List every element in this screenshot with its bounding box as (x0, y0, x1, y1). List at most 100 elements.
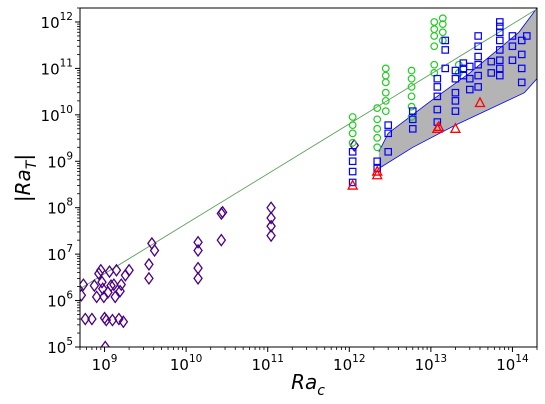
square-marker (487, 57, 496, 66)
tick-layer: 109 1010 1011 1012 1013 1014 105 106 107 108 109 10… (41, 7, 538, 374)
circle-marker (407, 113, 416, 121)
circle-marker (381, 71, 390, 80)
circle-marker (430, 60, 439, 69)
x-tick-label: 109 (92, 353, 118, 374)
square-marker (523, 32, 531, 40)
square-marker (433, 83, 442, 91)
diamond-marker (193, 243, 203, 258)
circle-marker (407, 92, 416, 101)
diamond-marker (91, 290, 102, 304)
circle-marker (438, 14, 447, 23)
square-marker (496, 46, 504, 54)
square-marker (441, 64, 450, 73)
diamond-marker (106, 279, 116, 293)
x-axis-label-subscript: c (317, 383, 325, 399)
square-marker (373, 157, 382, 166)
circle-marker (430, 18, 439, 26)
square-marker (474, 42, 482, 51)
circle-marker (407, 82, 416, 91)
circle-marker (381, 107, 390, 116)
gray-band-layer (378, 8, 537, 169)
diamond-marker (266, 229, 276, 243)
square-marker (408, 125, 417, 133)
square-marker (474, 60, 482, 69)
marker-layer (80, 14, 531, 347)
diamond-marker (96, 263, 106, 277)
x-tick-label: 1012 (333, 353, 365, 374)
diamond-marker (266, 219, 276, 233)
square-marker (465, 62, 474, 71)
square-marker (517, 78, 526, 87)
y-axis-label: |RaT| (11, 154, 40, 202)
square-marker (474, 32, 482, 40)
circle-marker (373, 124, 382, 133)
circle-marker (348, 113, 357, 121)
diamond-marker (193, 271, 203, 286)
square-marker (496, 64, 504, 73)
plot-frame (79, 7, 538, 348)
square-marker (441, 36, 450, 45)
square-marker (508, 32, 517, 40)
diamond-marker (87, 312, 97, 326)
diamond-marker (216, 233, 227, 247)
circle-marker (438, 20, 447, 29)
circle-marker (430, 32, 439, 40)
diamond-marker (110, 290, 120, 304)
diamond-marker (266, 211, 276, 225)
x-axis-label: Rac (291, 370, 325, 399)
square-marker (496, 56, 504, 65)
triangle-marker (371, 168, 383, 180)
diamond-marker (349, 138, 360, 152)
circle-marker (407, 102, 416, 111)
square-marker (487, 69, 496, 77)
square-marker (433, 92, 442, 101)
square-marker (474, 52, 482, 61)
diamond-marker (101, 313, 112, 327)
x-tick-label: 1014 (496, 353, 529, 374)
square-marker (348, 157, 357, 166)
circle-marker (348, 138, 357, 147)
square-marker (451, 97, 460, 105)
square-marker (451, 74, 460, 83)
square-marker (348, 147, 357, 156)
circle-marker (438, 36, 447, 45)
square-marker (517, 50, 526, 59)
diamond-marker (116, 278, 127, 292)
square-marker (384, 147, 393, 156)
diamond-marker (118, 315, 129, 329)
circle-marker (348, 129, 357, 138)
y-tick-label: 1012 (41, 11, 73, 32)
triangle-marker (371, 165, 383, 176)
diamond-marker (114, 312, 124, 326)
y-tick-label: 1011 (41, 57, 73, 78)
diamond-marker (80, 288, 87, 302)
circle-marker (348, 121, 357, 130)
circle-marker (381, 78, 390, 87)
circle-marker (438, 28, 447, 37)
y-tick-label: 107 (47, 243, 73, 264)
square-marker (348, 167, 357, 176)
diamond-marker (149, 243, 160, 258)
diamond-marker (89, 279, 100, 293)
triangle-marker (449, 122, 462, 133)
x-tick-label: 1011 (251, 353, 283, 374)
square-marker (496, 36, 504, 45)
square-marker (408, 107, 417, 115)
square-marker (465, 85, 474, 94)
circle-marker (373, 115, 382, 124)
square-marker (496, 18, 504, 26)
circle-marker (373, 104, 382, 112)
square-marker (465, 74, 474, 83)
fit-line-layer (80, 8, 537, 290)
square-marker (496, 28, 504, 37)
square-marker (384, 121, 393, 129)
circle-marker (381, 64, 390, 73)
diamond-marker (109, 278, 119, 292)
diamond-marker (100, 340, 111, 347)
y-tick-label: 106 (47, 290, 73, 311)
diamond-marker (111, 263, 122, 277)
y-tick-label: 109 (47, 150, 73, 171)
diamond-marker (115, 284, 125, 298)
circle-marker (430, 42, 439, 51)
